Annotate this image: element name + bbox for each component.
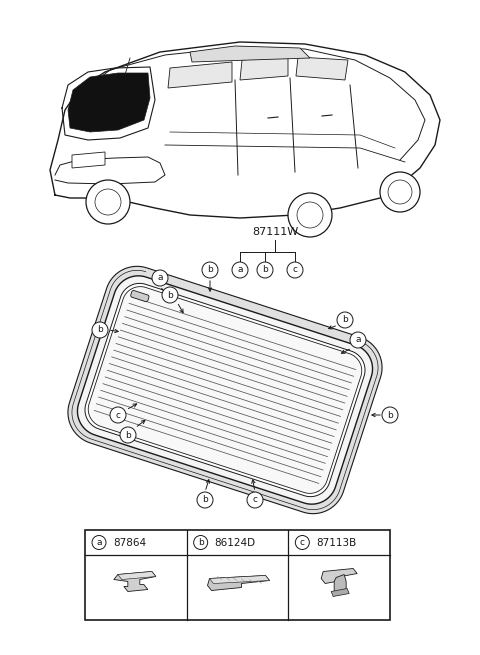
Polygon shape: [321, 569, 357, 584]
Text: c: c: [252, 495, 257, 504]
Circle shape: [380, 172, 420, 212]
Circle shape: [197, 492, 213, 508]
Text: c: c: [300, 538, 305, 547]
Polygon shape: [118, 572, 156, 580]
Polygon shape: [296, 57, 348, 80]
Circle shape: [120, 427, 136, 443]
Polygon shape: [334, 574, 346, 595]
Circle shape: [162, 287, 178, 303]
Text: a: a: [237, 265, 243, 274]
Polygon shape: [88, 287, 362, 493]
Circle shape: [337, 312, 353, 328]
Text: b: b: [387, 411, 393, 419]
Polygon shape: [207, 576, 269, 591]
Circle shape: [350, 332, 366, 348]
Text: c: c: [292, 265, 298, 274]
Text: 87864: 87864: [113, 538, 146, 548]
Circle shape: [202, 262, 218, 278]
Circle shape: [86, 180, 130, 224]
Circle shape: [288, 193, 332, 237]
Text: c: c: [116, 411, 120, 419]
Text: b: b: [342, 316, 348, 324]
Text: b: b: [97, 326, 103, 335]
Text: 87111W: 87111W: [252, 227, 298, 237]
Circle shape: [193, 536, 208, 550]
Circle shape: [382, 407, 398, 423]
Polygon shape: [190, 46, 310, 62]
Polygon shape: [68, 73, 150, 132]
Text: b: b: [262, 265, 268, 274]
Text: a: a: [96, 538, 102, 547]
Circle shape: [152, 270, 168, 286]
Text: b: b: [198, 538, 204, 547]
Polygon shape: [331, 588, 349, 597]
Circle shape: [247, 492, 263, 508]
Text: b: b: [202, 495, 208, 504]
Polygon shape: [77, 276, 372, 504]
Circle shape: [257, 262, 273, 278]
Circle shape: [295, 536, 309, 550]
Text: b: b: [167, 291, 173, 299]
Circle shape: [232, 262, 248, 278]
Polygon shape: [72, 152, 105, 168]
Polygon shape: [85, 530, 390, 620]
Polygon shape: [131, 291, 149, 302]
Polygon shape: [114, 572, 156, 591]
Polygon shape: [240, 56, 288, 80]
Circle shape: [110, 407, 126, 423]
Circle shape: [287, 262, 303, 278]
Polygon shape: [168, 62, 232, 88]
Polygon shape: [85, 284, 365, 496]
Text: a: a: [157, 274, 163, 282]
Text: b: b: [125, 430, 131, 440]
Circle shape: [92, 536, 106, 550]
Circle shape: [92, 322, 108, 338]
Polygon shape: [68, 267, 382, 514]
Text: a: a: [355, 335, 361, 345]
Polygon shape: [209, 576, 269, 584]
Text: 87113B: 87113B: [316, 538, 357, 548]
Text: b: b: [207, 265, 213, 274]
Text: 86124D: 86124D: [215, 538, 256, 548]
